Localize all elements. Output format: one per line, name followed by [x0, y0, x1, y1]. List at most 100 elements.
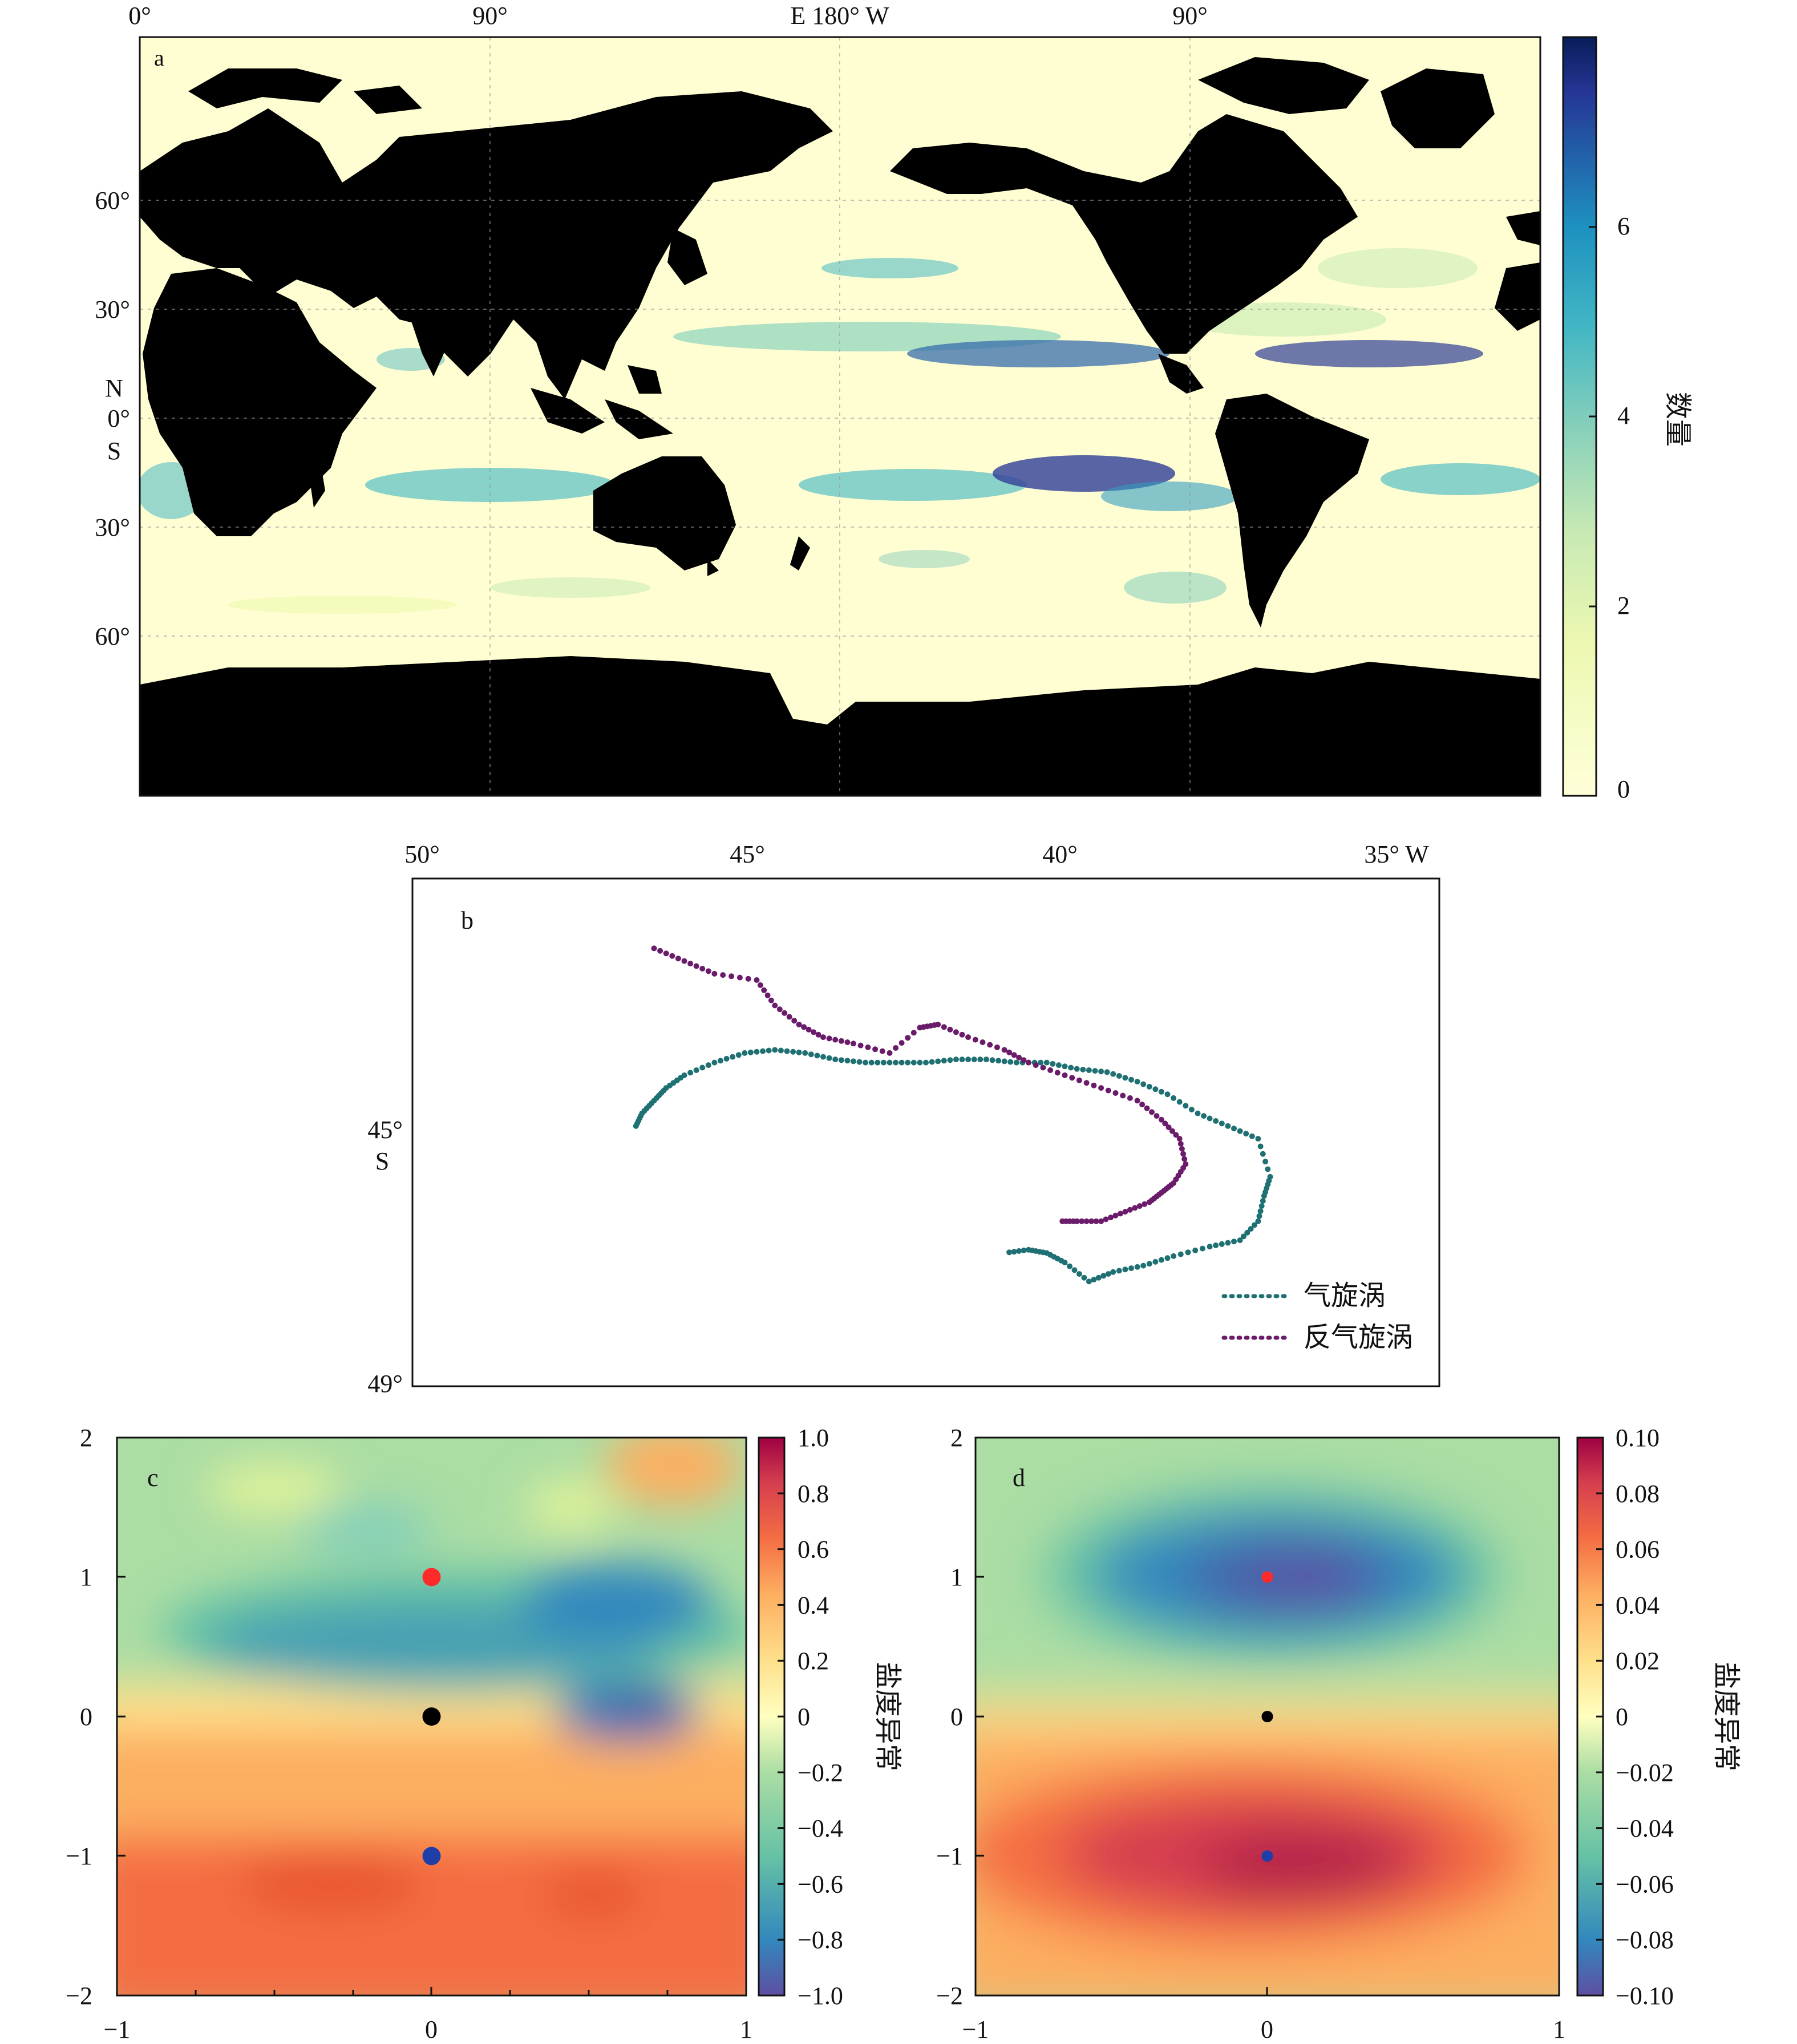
cyclone-track-point [1021, 1247, 1027, 1253]
anticyclone-track-point [1093, 1218, 1099, 1224]
panel-a-left-tick: 30° [95, 296, 130, 323]
cyclone-track-point [863, 1059, 869, 1066]
anticyclone-track-point [705, 968, 711, 974]
panel-d-y-tick: 1 [950, 1563, 963, 1591]
cyclone-track-point [1110, 1269, 1116, 1275]
colorbar-tick-label: −0.4 [798, 1815, 843, 1843]
anticyclone-track-point [1076, 1077, 1082, 1083]
colorbar-tick-label: 0.06 [1616, 1536, 1660, 1564]
cyclone-track-point [941, 1058, 947, 1064]
anticyclone-track-point [693, 963, 699, 969]
anticyclone-track-point [1105, 1087, 1111, 1094]
composite-marker [422, 1847, 441, 1865]
composite-marker [1261, 1850, 1273, 1862]
cyclone-track-point [1225, 1123, 1231, 1129]
anticyclone-track-point [972, 1037, 978, 1043]
cyclone-track-point [1081, 1274, 1087, 1281]
eddy-density-bands [140, 248, 1540, 614]
panel-d-x-tick: −1 [962, 2015, 989, 2043]
anticyclone-track-point [1158, 1116, 1164, 1123]
cyclone-track-point [808, 1051, 814, 1058]
anticyclone-track-point [806, 1026, 812, 1033]
cyclone-track-point [1240, 1233, 1246, 1240]
cyclone-track-point [923, 1059, 929, 1066]
anticyclone-track-point [838, 1038, 844, 1044]
panel-d-y-tick: −1 [936, 1842, 963, 1870]
cyclone-track-point [1207, 1115, 1213, 1122]
anticyclone-track-point [757, 982, 763, 988]
anticyclone-track-point [1122, 1209, 1128, 1215]
panel-c-y-tick: −1 [66, 1842, 92, 1870]
cyclone-track-point [929, 1059, 935, 1065]
anticyclone-track-point [764, 992, 771, 998]
cyclone-track-point [1192, 1247, 1199, 1253]
panel-a-left-tick: N [105, 374, 123, 402]
anticyclone-track-point [1169, 1128, 1175, 1134]
cyclone-track-point [1026, 1246, 1031, 1253]
cyclone-track-point [784, 1048, 790, 1054]
colorbar-tick-label: −0.06 [1616, 1870, 1674, 1898]
anticyclone-track-point [681, 958, 687, 964]
anticyclone-track-point [675, 956, 681, 962]
cyclone-track-point [1122, 1266, 1128, 1273]
colorbar-tick-label: 0.8 [798, 1480, 829, 1508]
panel-a-top-tick: 90° [1172, 2, 1208, 30]
cyclone-track-point [1001, 1058, 1007, 1065]
cyclone-track-point [1213, 1242, 1219, 1248]
anticyclone-track-point [772, 1002, 778, 1009]
anticyclone-track-point [728, 973, 735, 979]
anticyclone-track-point [980, 1039, 986, 1045]
cyclone-track-point [1237, 1237, 1243, 1244]
cyclone-track-point [880, 1059, 887, 1066]
cyclone-track-point [796, 1049, 802, 1055]
anticyclone-track-point [1112, 1090, 1119, 1096]
anticyclone-track-point [865, 1044, 871, 1050]
cyclone-track-point [814, 1053, 820, 1059]
anticyclone-track-point [1120, 1092, 1126, 1099]
panel-a-cbar-tick: 6 [1617, 212, 1630, 240]
anticyclone-track-point [1033, 1062, 1039, 1068]
panel-a-cbar-tick: 0 [1617, 775, 1630, 803]
cyclone-track-point [989, 1057, 995, 1063]
anticyclone-track-point [1179, 1146, 1185, 1152]
cyclone-track-point [1092, 1068, 1098, 1074]
cyclone-track-point [1074, 1066, 1080, 1072]
panel-a-cbar-tick: 4 [1617, 402, 1630, 430]
anticyclone-track-point [1083, 1218, 1090, 1224]
cyclone-track-point [802, 1050, 808, 1056]
anticyclone-track-point [791, 1018, 798, 1024]
cyclone-track-point [1055, 1062, 1062, 1068]
anticyclone-track-point [1069, 1075, 1075, 1081]
cyclone-track-point [868, 1059, 875, 1066]
colorbar-tick-label: −0.8 [798, 1926, 843, 1954]
panel-a-left-tick: 0° [107, 404, 130, 432]
cyclone-track-point [790, 1049, 796, 1055]
cyclone-track-point [735, 1052, 742, 1058]
cyclone-track-point [1128, 1076, 1134, 1083]
cyclone-track-point [1207, 1244, 1213, 1250]
colorbar-tick-label: −0.2 [798, 1759, 843, 1787]
anticyclone-track-point [1079, 1218, 1085, 1224]
panel-b-legend: 气旋涡 反气旋涡 [1221, 1281, 1413, 1353]
panel-b-top-tick: 50° [404, 840, 440, 868]
panel-c-colorbar-ticks: 1.0 0.8 0.6 0.4 0.2 0 −0.2 −0.4 −0.6 −0.8 −1.0 [778, 1424, 843, 2010]
cyclone-track-point [1140, 1262, 1147, 1269]
anticyclone-track-point [786, 1014, 792, 1020]
panel-b-top-tick: 35° W [1364, 840, 1429, 868]
panel-b-frame [411, 877, 1440, 1387]
cyclone-track-point [693, 1067, 699, 1073]
panel-c-salinity-composite: c 2 1 0 −1 −2 −1 0 1 1.0 0.8 0.6 0.4 0.2 0 −0.… [66, 1424, 902, 2043]
composite-marker [422, 1707, 441, 1726]
cyclone-track-point [832, 1057, 839, 1063]
cyclone-track-point [910, 1059, 917, 1066]
composite-marker [1261, 1711, 1273, 1722]
cyclone-track-point [747, 1049, 754, 1055]
colorbar-tick-label: 0.02 [1616, 1647, 1660, 1675]
anticyclone-track-point [736, 974, 743, 981]
anticyclone-track-point [1142, 1201, 1148, 1207]
anticyclone-track-point [844, 1039, 851, 1045]
cyclone-track-point [838, 1057, 844, 1063]
panel-b-left-tick: 45° [367, 1116, 403, 1144]
cyclone-track-point [1080, 1066, 1086, 1072]
cyclone-track-point [1171, 1095, 1177, 1101]
